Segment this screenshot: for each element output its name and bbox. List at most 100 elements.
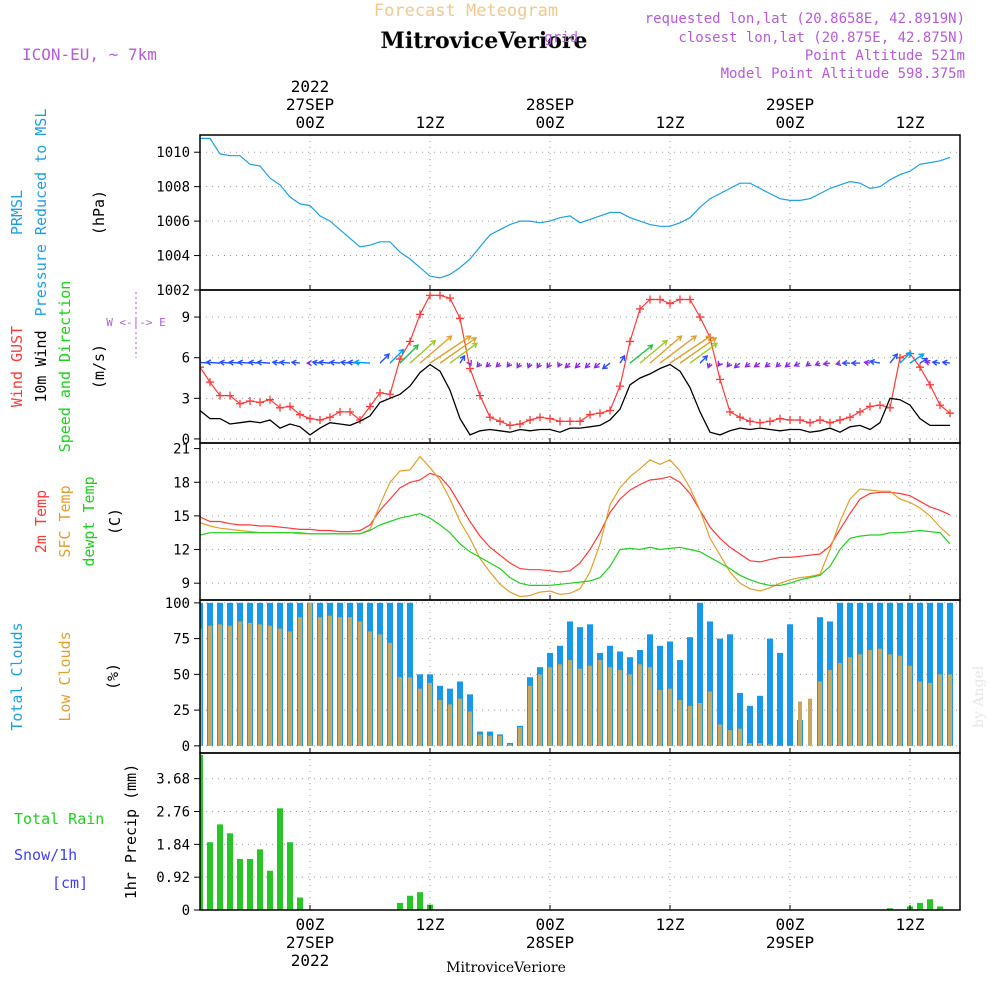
pressure-ytick-label: 1006 bbox=[156, 214, 190, 230]
precip-bar bbox=[917, 902, 923, 910]
gust-marker bbox=[506, 421, 514, 430]
time-tick-label: 00Z bbox=[776, 113, 805, 132]
low-cloud-bar bbox=[478, 734, 482, 746]
gust-marker bbox=[416, 310, 424, 319]
wind-vector bbox=[639, 340, 668, 364]
gust-marker bbox=[206, 378, 214, 387]
low-cloud-bar bbox=[718, 724, 722, 746]
gust-marker bbox=[326, 413, 334, 422]
wind10m-line bbox=[200, 363, 950, 436]
total-cloud-bar bbox=[737, 692, 743, 746]
wind-arrowhead bbox=[328, 359, 335, 366]
total-cloud-bar bbox=[947, 602, 953, 746]
time-tick-label: 12Z bbox=[416, 113, 445, 132]
gust-marker bbox=[646, 295, 654, 304]
gust-marker bbox=[676, 295, 684, 304]
temperature-ylabel: SFC Temp bbox=[56, 485, 74, 557]
wind-arrowhead bbox=[247, 359, 254, 366]
wind-vector bbox=[399, 344, 419, 364]
gust-marker bbox=[236, 399, 244, 408]
low-cloud-bar bbox=[918, 681, 922, 746]
gust-marker bbox=[446, 294, 454, 303]
wind-arrowhead bbox=[941, 359, 948, 366]
pressure-ylabel: Pressure Reduced to MSL bbox=[32, 109, 50, 317]
wind-arrowhead bbox=[526, 362, 533, 369]
low-cloud-bar bbox=[398, 677, 402, 746]
gust-marker bbox=[426, 291, 434, 300]
total-cloud-bar bbox=[777, 652, 783, 746]
gust-marker bbox=[366, 402, 374, 411]
time-tick-label: 27SEP bbox=[286, 933, 334, 952]
gust-marker bbox=[466, 364, 474, 373]
chart-title: MitroviceVeriore bbox=[381, 28, 588, 54]
precip-ytick-label: 3.68 bbox=[156, 772, 190, 788]
gust-marker bbox=[656, 295, 664, 304]
panel-pressure: 1002 1004 1006 1008 1010 PRMSL Pressure Reduce… bbox=[8, 109, 961, 317]
wind-arrowhead bbox=[726, 361, 733, 368]
wind-arrowhead bbox=[775, 361, 782, 368]
time-tick-label: 2022 bbox=[291, 77, 330, 96]
precip-ytick-label: 0.92 bbox=[156, 870, 190, 886]
wind-vector bbox=[459, 355, 466, 364]
wind-arrowhead bbox=[466, 359, 472, 367]
wind-arrowhead bbox=[236, 359, 244, 366]
wind-arrowhead bbox=[278, 359, 285, 366]
low-cloud-bar bbox=[618, 670, 622, 746]
low-cloud-bar bbox=[948, 674, 952, 746]
gust-marker bbox=[916, 363, 924, 372]
wind-arrowhead bbox=[485, 361, 492, 368]
low-cloud-bar bbox=[538, 674, 542, 746]
wind-vector bbox=[919, 358, 928, 364]
wind-vector bbox=[649, 335, 682, 364]
gust-marker bbox=[736, 413, 744, 422]
low-cloud-bar bbox=[428, 682, 432, 746]
precip-bar bbox=[297, 897, 303, 910]
gust-marker bbox=[766, 417, 774, 426]
wind-arrowhead bbox=[676, 335, 683, 342]
low-cloud-bar bbox=[318, 617, 322, 746]
total-cloud-bar bbox=[687, 637, 693, 746]
low-cloud-bar bbox=[838, 662, 842, 746]
total-cloud-bar bbox=[397, 602, 403, 746]
wind-ylabel: Wind GUST bbox=[8, 326, 26, 407]
gust-marker bbox=[946, 409, 954, 418]
wind-arrowhead bbox=[835, 359, 842, 367]
gust-marker bbox=[596, 409, 604, 418]
wind-vector bbox=[449, 342, 478, 364]
low-cloud-bar bbox=[448, 704, 452, 746]
wind-arrowhead bbox=[850, 359, 857, 367]
low-cloud-bar bbox=[418, 688, 422, 746]
gust-marker bbox=[376, 388, 384, 397]
gust-marker bbox=[316, 415, 324, 424]
precip-ytick-label: 1.84 bbox=[156, 837, 190, 853]
wind-arrowhead bbox=[784, 361, 791, 368]
gust-marker bbox=[776, 414, 784, 423]
total-cloud-bar bbox=[707, 621, 713, 746]
precip-frame bbox=[199, 752, 961, 911]
wind-arrowhead bbox=[619, 354, 626, 361]
pressure-line bbox=[200, 137, 951, 279]
wind-arrowhead bbox=[601, 363, 608, 370]
wind-vector bbox=[220, 361, 231, 364]
temperature-ylabel: 2m Temp bbox=[32, 490, 50, 553]
wind-arrowhead bbox=[227, 359, 234, 366]
wind-arrowhead bbox=[218, 359, 225, 366]
low-cloud-bar bbox=[678, 700, 682, 746]
low-cloud-bar bbox=[758, 742, 762, 746]
wind-vector bbox=[257, 361, 271, 364]
precip-bar bbox=[217, 824, 223, 910]
wind-arrowhead bbox=[814, 360, 821, 367]
wind-arrowhead bbox=[311, 359, 318, 366]
low-cloud-bar bbox=[368, 631, 372, 746]
wind-arrowhead bbox=[661, 339, 669, 346]
time-tick-label: 29SEP bbox=[766, 95, 814, 114]
gust-marker bbox=[816, 415, 824, 424]
total-cloud-bar bbox=[817, 617, 823, 746]
wind-vector bbox=[280, 361, 291, 364]
precip-bar bbox=[227, 833, 233, 910]
wind-arrowhead bbox=[574, 362, 581, 369]
wind-ytick-label: 3 bbox=[182, 391, 190, 407]
gust-marker bbox=[306, 414, 314, 423]
low-cloud-bar bbox=[438, 700, 442, 746]
